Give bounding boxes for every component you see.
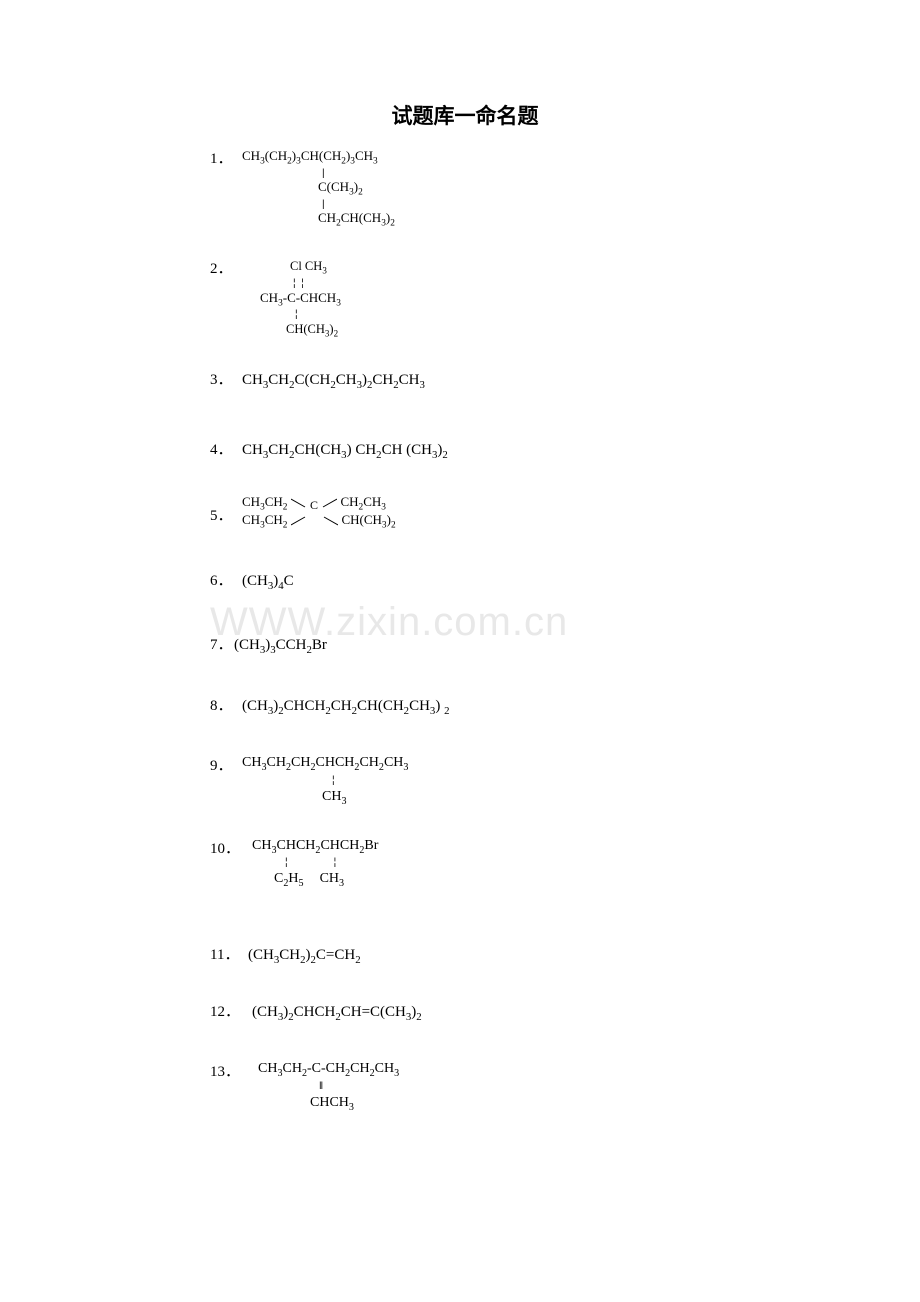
question-number: 4． bbox=[210, 439, 242, 462]
question-number: 3． bbox=[210, 369, 242, 392]
chem-line: CH(CH3)2 bbox=[260, 322, 338, 336]
question-number: 1． bbox=[210, 148, 242, 171]
question-number: 6． bbox=[210, 570, 242, 593]
question-5: 5． CH3CH2 C CH2CH3 CH3CH2 CH(CH3)2 bbox=[210, 494, 720, 528]
chem-line: CH3-C-CHCH3 bbox=[260, 290, 341, 305]
chem-line: CH3 bbox=[242, 789, 347, 804]
chem-line: CH3CH2-C-CH2CH2CH3 bbox=[258, 1061, 399, 1076]
question-number: 5． bbox=[210, 505, 242, 528]
question-body: (CH3)2CHCH2CH=C(CH3)2 bbox=[252, 1001, 422, 1024]
chem-line: CH3(CH2)3CH(CH2)3CH3 bbox=[242, 148, 378, 163]
bond-diag-icon bbox=[291, 498, 307, 508]
question-body: CH3CH2 C CH2CH3 CH3CH2 CH(CH3)2 bbox=[242, 494, 396, 528]
chem-branch: ¦ bbox=[260, 305, 298, 320]
chem-line: CHCH3 bbox=[258, 1095, 354, 1110]
chem-line: CH3CH2CH2CHCH2CH2CH3 bbox=[242, 755, 408, 770]
question-body: CH3CH2C(CH2CH3)2CH2CH3 bbox=[242, 369, 425, 392]
question-6: 6． (CH3)4C bbox=[210, 570, 720, 593]
question-4: 4． CH3CH2CH(CH3) CH2CH (CH3)2 bbox=[210, 439, 720, 462]
question-12: 12． (CH3)2CHCH2CH=C(CH3)2 bbox=[210, 1001, 720, 1024]
chem-branch: ¦ bbox=[242, 772, 335, 787]
question-body: CH3CHCH2CHCH2Br ¦¦ C2H5CH3 bbox=[252, 838, 378, 888]
question-body: CH3CH2CH2CHCH2CH2CH3 ¦ CH3 bbox=[242, 755, 408, 805]
question-number: 2． bbox=[210, 258, 242, 281]
question-body: (CH3)2CHCH2CH2CH(CH2CH3) 2 bbox=[242, 695, 449, 718]
question-body: CH3CH2-C-CH2CH2CH3 ‖ CHCH3 bbox=[258, 1061, 399, 1111]
question-1: 1． CH3(CH2)3CH(CH2)3CH3 | C(CH3)2 | CH2C… bbox=[210, 148, 720, 226]
question-13: 13． CH3CH2-C-CH2CH2CH3 ‖ CHCH3 bbox=[210, 1061, 720, 1111]
question-11: 11． (CH3CH2)2C=CH2 bbox=[210, 944, 720, 967]
chem-branch: ‖ bbox=[258, 1078, 321, 1093]
question-number: 11． bbox=[210, 944, 248, 967]
chem-branch: | bbox=[242, 164, 325, 179]
question-number: 12． bbox=[210, 1001, 252, 1024]
chem-line: C(CH3)2 bbox=[242, 179, 363, 194]
question-3: 3． CH3CH2C(CH2CH3)2CH2CH3 bbox=[210, 369, 720, 392]
chem-line: C2H5CH3 bbox=[252, 871, 344, 886]
page-content: 试题库一命名题 1． CH3(CH2)3CH(CH2)3CH3 | C(CH3)… bbox=[210, 100, 720, 1111]
bond-diag-icon bbox=[322, 516, 338, 526]
question-number: 10． bbox=[210, 838, 252, 861]
question-7: 7． (CH3)3CCH2Br bbox=[210, 634, 720, 657]
chem-line: CH3CH2 CH(CH3)2 bbox=[242, 512, 396, 528]
chem-line: Cl CH3 bbox=[260, 259, 327, 273]
chem-line: CH2CH(CH3)2 bbox=[242, 210, 395, 225]
question-number: 7． bbox=[210, 634, 234, 657]
bond-diag-icon bbox=[321, 498, 337, 508]
chem-branch: ¦ ¦ bbox=[260, 274, 304, 289]
bond-diag-icon bbox=[291, 516, 307, 526]
question-body: (CH3)4C bbox=[242, 570, 294, 593]
question-number: 8． bbox=[210, 695, 242, 718]
chem-branch: | bbox=[242, 195, 325, 210]
question-number: 9． bbox=[210, 755, 242, 778]
page-title: 试题库一命名题 bbox=[210, 100, 720, 130]
question-10: 10． CH3CHCH2CHCH2Br ¦¦ C2H5CH3 bbox=[210, 838, 720, 888]
question-number: 13． bbox=[210, 1061, 258, 1084]
chem-branch: ¦¦ bbox=[252, 854, 336, 869]
question-body: CH3(CH2)3CH(CH2)3CH3 | C(CH3)2 | CH2CH(C… bbox=[242, 148, 395, 226]
question-8: 8． (CH3)2CHCH2CH2CH(CH2CH3) 2 bbox=[210, 695, 720, 718]
question-2: 2． Cl CH3 ¦ ¦ CH3-C-CHCH3 ¦ CH(CH3)2 bbox=[210, 258, 720, 337]
question-body: (CH3CH2)2C=CH2 bbox=[248, 944, 361, 967]
question-body: Cl CH3 ¦ ¦ CH3-C-CHCH3 ¦ CH(CH3)2 bbox=[242, 258, 341, 337]
question-body: (CH3)3CCH2Br bbox=[234, 634, 327, 657]
question-body: CH3CH2CH(CH3) CH2CH (CH3)2 bbox=[242, 439, 448, 462]
question-9: 9． CH3CH2CH2CHCH2CH2CH3 ¦ CH3 bbox=[210, 755, 720, 805]
chem-line: CH3CHCH2CHCH2Br bbox=[252, 838, 378, 853]
chem-line: CH3CH2 C CH2CH3 bbox=[242, 494, 386, 509]
